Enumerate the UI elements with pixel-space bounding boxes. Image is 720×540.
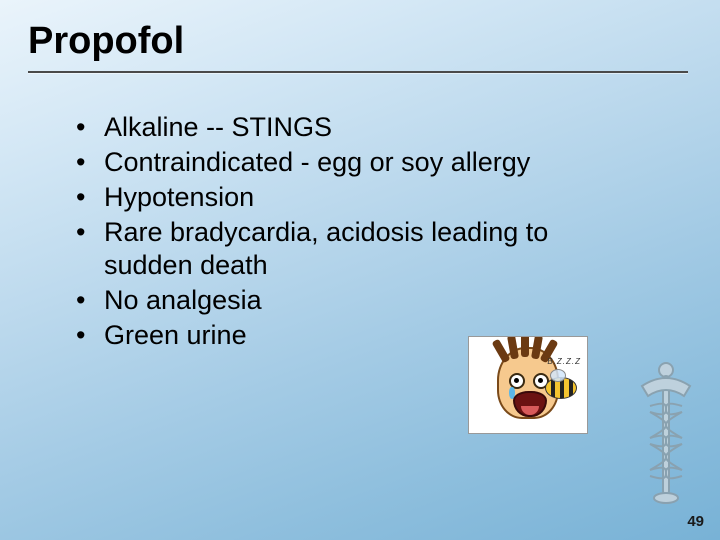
bullet-item: Contraindicated - egg or soy allergy	[70, 146, 640, 179]
cartoon-mouth	[513, 391, 547, 417]
caduceus-icon	[638, 360, 694, 510]
bullet-item: No analgesia	[70, 284, 640, 317]
title-area: Propofol	[0, 0, 720, 73]
slide-title: Propofol	[28, 20, 720, 71]
bullet-item: Alkaline -- STINGS	[70, 111, 640, 144]
slide-number: 49	[687, 513, 704, 530]
content-area: Alkaline -- STINGS Contraindicated - egg…	[0, 73, 720, 352]
bullet-item: Rare bradycardia, acidosis leading to su…	[70, 216, 640, 282]
bullet-list: Alkaline -- STINGS Contraindicated - egg…	[70, 111, 640, 352]
bee-icon	[545, 377, 577, 399]
sting-cartoon-image: B.Z.Z.Z	[468, 336, 588, 434]
buzz-text: B.Z.Z.Z	[547, 357, 581, 366]
slide: Propofol Alkaline -- STINGS Contraindica…	[0, 0, 720, 540]
bullet-item: Hypotension	[70, 181, 640, 214]
